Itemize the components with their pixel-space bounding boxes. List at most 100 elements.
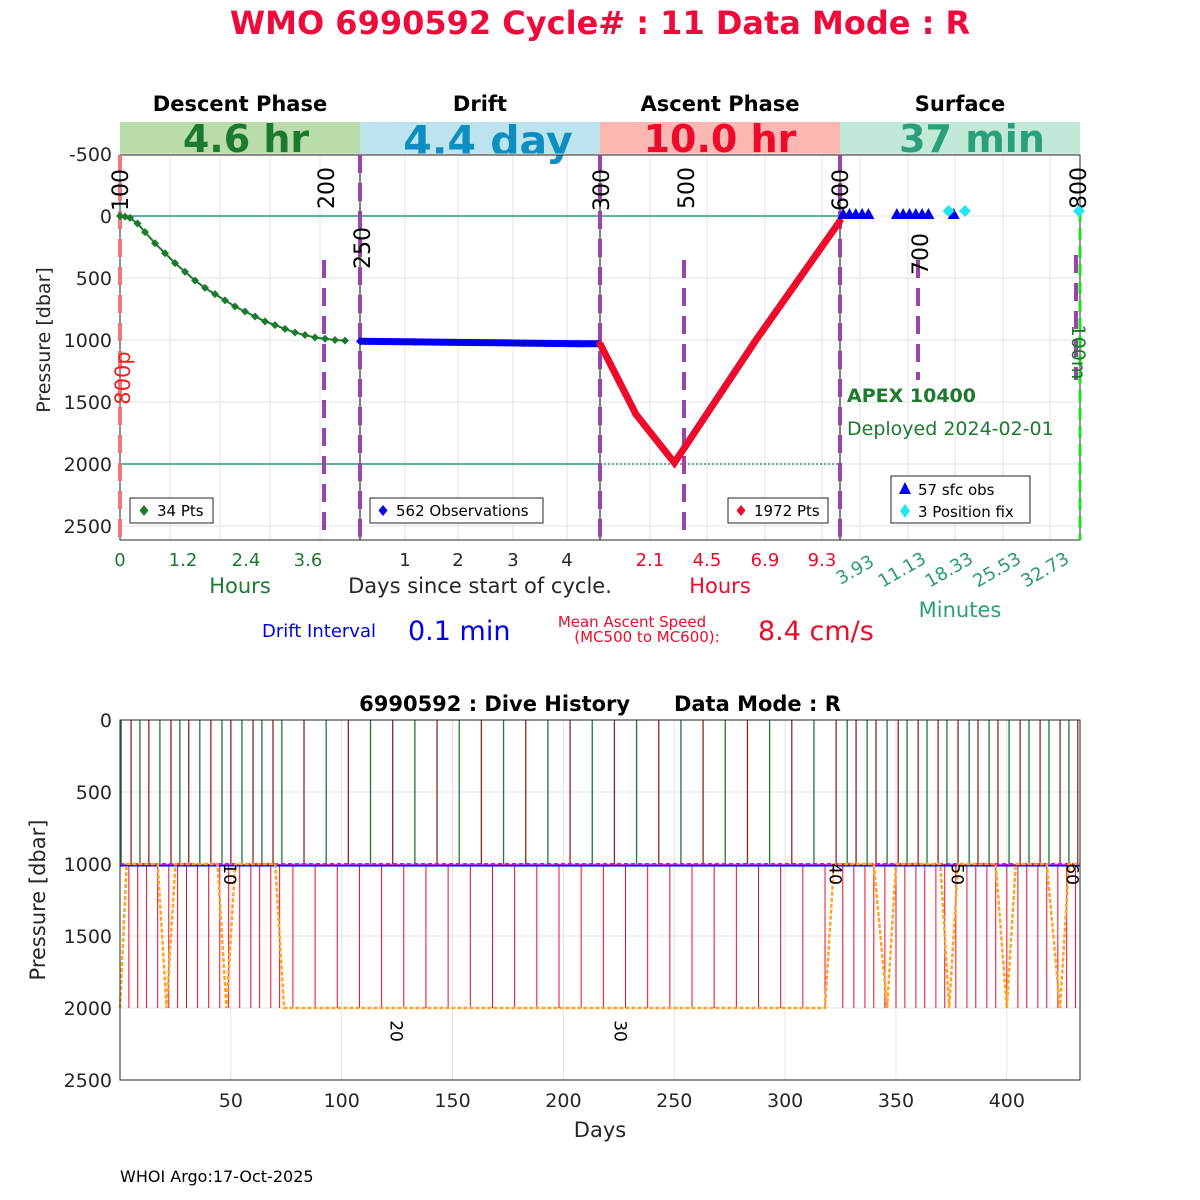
- top-y-tick-label: -500: [69, 144, 112, 166]
- descent-point: [133, 219, 142, 228]
- phase-name-ascent: Ascent Phase: [641, 92, 800, 116]
- descent-x-tick: 2.4: [232, 550, 261, 571]
- bottom-x-axis-label: Days: [574, 1118, 626, 1142]
- descent-x-tick: 3.6: [294, 550, 323, 571]
- cycle-label: 20: [385, 1020, 405, 1042]
- descent-point: [141, 228, 149, 237]
- descent-point: [181, 267, 189, 276]
- drift-x-unit: Days since start of cycle.: [348, 574, 612, 598]
- phase-bar-ascent: [600, 122, 840, 155]
- descent-point: [261, 317, 269, 326]
- ascent-point: [596, 339, 604, 348]
- surface-x-tick: 11.13: [875, 548, 930, 592]
- drift-interval-label: Drift Interval: [262, 621, 376, 642]
- profile-depth-line: [118, 862, 1080, 1010]
- descent-point: [311, 333, 319, 342]
- legend-ascent-label: 1972 Pts: [754, 502, 820, 520]
- position-fix-point: [959, 205, 971, 218]
- legend-drift-label: 562 Observations: [396, 502, 529, 520]
- marker-label-250: 250: [351, 227, 376, 269]
- ascent-x-tick: 9.3: [808, 550, 837, 571]
- surface-x-tick: 18.33: [922, 548, 977, 592]
- legend-surface-obs-marker: [899, 482, 911, 494]
- ascent-point: [752, 336, 760, 344]
- descent-point: [331, 336, 339, 344]
- bottom-x-ticks: 50 100 150 200 250 300 350 400: [219, 1090, 1025, 1112]
- top-y-tick-label: 1500: [64, 392, 112, 414]
- top-data-series: [116, 205, 1085, 469]
- bottom-y-tick-label: 2000: [64, 998, 112, 1020]
- phase-bar-descent: [120, 122, 360, 155]
- descent-point: [201, 283, 209, 292]
- top-y-tick-label: 0: [100, 206, 112, 228]
- phase-bar-drift: [360, 122, 600, 155]
- position-fix-point: [942, 205, 955, 218]
- legend-descent-marker: [139, 505, 149, 516]
- marker-label-600: 600: [829, 169, 854, 211]
- cycle-label: 40: [824, 863, 844, 885]
- surface-x-unit: Minutes: [919, 598, 1002, 622]
- descent-point: [251, 312, 259, 321]
- descent-point: [291, 328, 299, 337]
- surface-x-tick: 32.73: [1018, 548, 1073, 592]
- descent-point: [126, 213, 134, 222]
- descent-point: [231, 302, 239, 311]
- top-y-tick-label: 500: [76, 268, 112, 290]
- legend-ascent: 1972 Pts: [727, 497, 829, 524]
- footer-credit: WHOI Argo:17-Oct-2025: [120, 1167, 314, 1186]
- phase-name-descent: Descent Phase: [153, 92, 327, 116]
- top-y-ticks: -500 0 500 1000 1500 2000 2500: [64, 144, 112, 538]
- legend-surface-fix-marker: [900, 504, 910, 518]
- legend-surface-fix-label: 3 Position fix: [918, 503, 1014, 521]
- bottom-y-tick-label: 1000: [64, 854, 112, 876]
- cycle-label: 10: [219, 863, 239, 885]
- ascent-speed-label-2: (MC500 to MC600):: [574, 628, 719, 646]
- drift-point: [574, 339, 583, 348]
- ascent-line: [596, 218, 843, 469]
- bottom-y-ticks: 0 500 1000 1500 2000 2500: [64, 710, 112, 1092]
- drift-point: [465, 338, 474, 347]
- bottom-x-tick-label: 350: [878, 1090, 914, 1112]
- descent-point: [161, 249, 169, 258]
- label-100m: 100m: [1067, 325, 1089, 380]
- phase-bar-surface: [840, 122, 1080, 155]
- descent-point: [241, 307, 249, 316]
- legend-ascent-marker: [736, 505, 746, 516]
- bottom-plot-frame: [119, 719, 1081, 1081]
- legend-drift: 562 Observations: [369, 497, 544, 524]
- ascent-x-tick: 6.9: [751, 550, 780, 571]
- descent-point: [221, 296, 229, 305]
- legend-drift-marker: [378, 505, 388, 516]
- drift-x-tick: 2: [452, 550, 463, 571]
- top-y-tick-label: 2500: [64, 516, 112, 538]
- bottom-y-tick-label: 2500: [64, 1070, 112, 1092]
- position-fix-point: [1073, 205, 1085, 218]
- marker-label-200: 200: [315, 167, 340, 209]
- surface-obs-point: [947, 208, 960, 219]
- marker-label-700: 700: [909, 233, 934, 275]
- cycle-annotations: Drift Interval 0.1 min Mean Ascent Speed…: [262, 613, 874, 647]
- drift-point: [410, 337, 419, 346]
- ascent-point: [670, 458, 679, 467]
- descent-point: [281, 324, 289, 333]
- ascent-x-unit: Hours: [689, 574, 751, 598]
- float-model: APEX 10400: [847, 385, 976, 407]
- phase-headers: Descent Phase Drift Ascent Phase Surface…: [120, 92, 1080, 165]
- legend-descent: 34 Pts: [129, 497, 214, 524]
- top-y-axis-label: Pressure [dbar]: [33, 267, 55, 413]
- marker-label-100: 100: [109, 169, 134, 211]
- drift-x-tick: 3: [507, 550, 518, 571]
- cycle-label: 30: [609, 1020, 629, 1042]
- label-800p: 800p: [111, 351, 135, 404]
- descent-point: [271, 321, 279, 330]
- bottom-x-tick-label: 50: [219, 1090, 243, 1112]
- phase-name-surface: Surface: [915, 92, 1005, 116]
- bottom-x-tick-label: 400: [989, 1090, 1025, 1112]
- ascent-speed-value: 8.4 cm/s: [758, 616, 874, 647]
- surface-obs-point: [922, 208, 935, 219]
- bottom-y-tick-label: 500: [76, 782, 112, 804]
- descent-point: [211, 290, 219, 299]
- figure-title: WMO 6990592 Cycle# : 11 Data Mode : R: [230, 4, 970, 42]
